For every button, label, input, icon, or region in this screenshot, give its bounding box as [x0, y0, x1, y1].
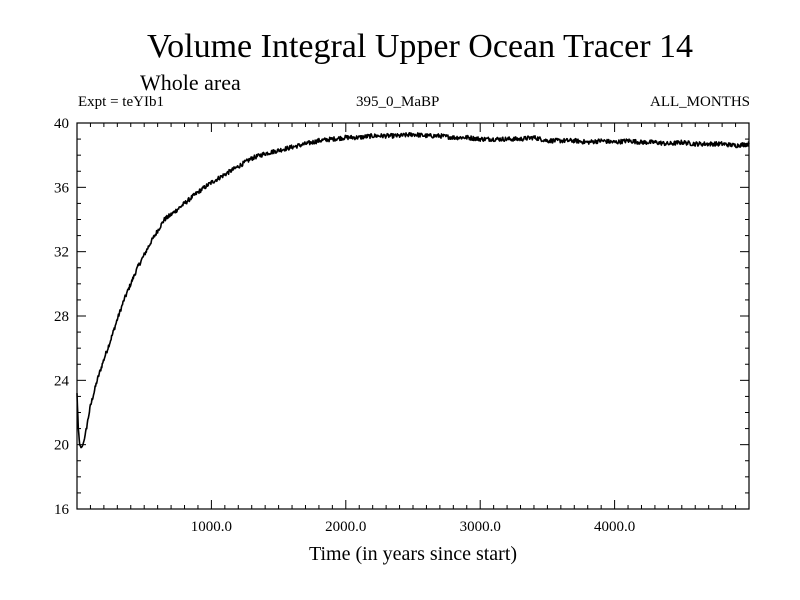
y-tick-label: 36	[54, 180, 70, 196]
x-tick-label: 4000.0	[594, 519, 635, 535]
plot-frame	[76, 122, 750, 510]
y-tick-label: 24	[54, 373, 70, 389]
x-tick-label: 3000.0	[460, 519, 501, 535]
series-group	[76, 132, 750, 449]
x-axis-label: Time (in years since start)	[308, 543, 518, 565]
series-line	[76, 132, 750, 449]
y-tick-label: 20	[54, 438, 69, 454]
chart-title: Volume Integral Upper Ocean Tracer 14	[146, 28, 694, 65]
experiment-label: Expt = teYIb1	[78, 94, 164, 110]
months-label: ALL_MONTHS	[650, 94, 750, 110]
y-tick-label: 40	[54, 116, 69, 132]
chart-subtitle: Whole area	[140, 70, 241, 95]
axis-ticks: 1000.0 2000.0 3000.0 4000.0 16 20 24 28 32 36 40	[54, 116, 750, 535]
period-label: 395_0_MaBP	[356, 94, 440, 110]
y-tick-label: 16	[54, 502, 70, 518]
x-tick-label: 2000.0	[325, 519, 366, 535]
y-tick-label: 32	[54, 245, 69, 261]
x-tick-label: 1000.0	[191, 519, 232, 535]
y-tick-label: 28	[54, 309, 69, 325]
